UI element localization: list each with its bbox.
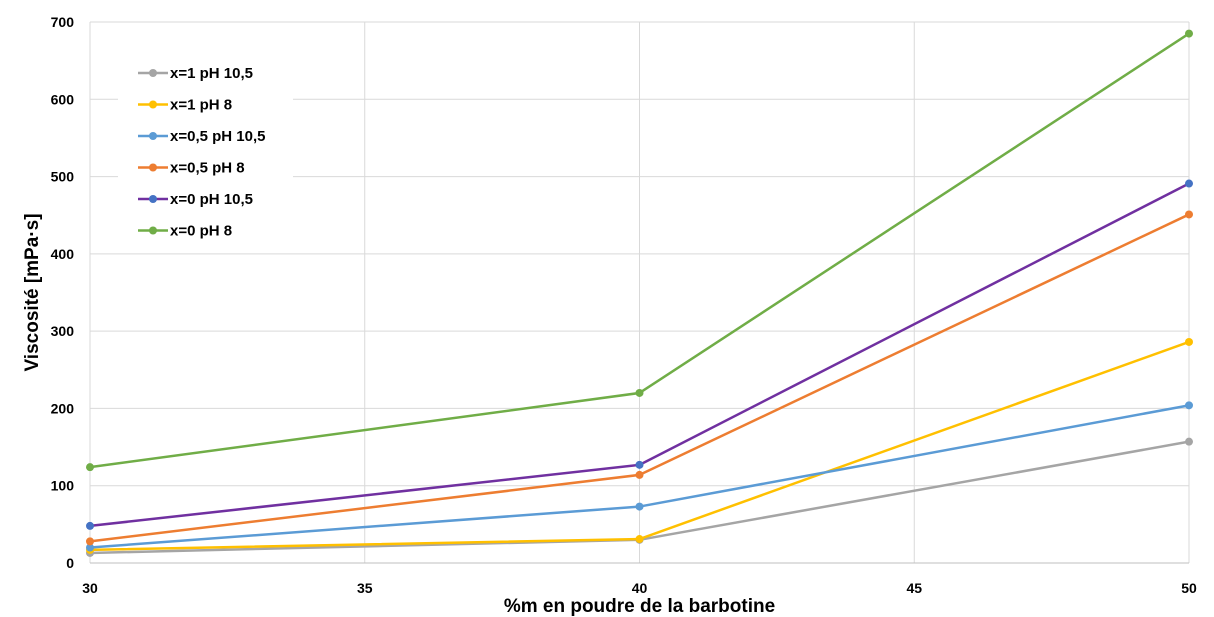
data-point xyxy=(1185,437,1193,446)
series-6 xyxy=(86,29,1193,472)
legend-entry: x=0,5 pH 8 xyxy=(138,160,245,177)
series-3 xyxy=(86,401,1193,552)
x-axis-title: %m en poudre de la barbotine xyxy=(504,596,775,617)
x-tick-label: 45 xyxy=(906,580,922,596)
x-tick-label: 35 xyxy=(357,580,373,596)
data-point xyxy=(1185,179,1193,188)
data-point xyxy=(635,535,644,544)
data-point xyxy=(1185,401,1193,410)
legend-swatch-marker xyxy=(149,69,157,77)
legend-label: x=1 pH 10,5 xyxy=(170,65,253,82)
data-point xyxy=(1185,29,1193,38)
series-4 xyxy=(86,210,1193,546)
legend: x=1 pH 10,5 x=1 pH 8 x=0,5 pH 10,5 x=0,5 pH… xyxy=(118,52,293,244)
x-tick-label: 40 xyxy=(632,580,648,596)
x-tick-labels: 30 35 40 45 50 xyxy=(82,580,1197,596)
data-point xyxy=(635,388,644,397)
y-tick-label: 200 xyxy=(51,400,75,416)
legend-entry: x=0 pH 10,5 xyxy=(138,191,253,208)
legend-label: x=0 pH 10,5 xyxy=(170,191,253,208)
y-tick-label: 700 xyxy=(51,14,75,30)
legend-background xyxy=(118,52,293,244)
data-point xyxy=(86,463,94,472)
y-tick-label: 600 xyxy=(51,91,75,107)
legend-swatch-marker xyxy=(149,132,157,140)
data-point xyxy=(635,460,644,469)
x-tick-label: 30 xyxy=(82,580,98,596)
legend-swatch-marker xyxy=(149,195,157,203)
x-tick-label: 50 xyxy=(1181,580,1197,596)
y-tick-label: 500 xyxy=(51,169,75,185)
legend-swatch-marker xyxy=(149,163,157,172)
y-tick-label: 0 xyxy=(66,555,74,571)
legend-label: x=1 pH 8 xyxy=(170,97,232,114)
data-point xyxy=(1185,210,1193,219)
y-tick-label: 300 xyxy=(51,323,75,339)
data-point xyxy=(86,537,94,546)
legend-entry: x=0 pH 8 xyxy=(138,223,232,240)
legend-label: x=0,5 pH 10,5 xyxy=(170,128,265,145)
data-point xyxy=(86,543,94,552)
legend-label: x=0 pH 8 xyxy=(170,223,232,240)
series-5 xyxy=(86,179,1193,530)
legend-swatch-marker xyxy=(149,226,157,235)
legend-entry: x=1 pH 10,5 xyxy=(138,65,253,82)
data-point xyxy=(1185,337,1193,346)
y-tick-label: 100 xyxy=(51,478,75,494)
series-2 xyxy=(86,337,1193,554)
legend-label: x=0,5 pH 8 xyxy=(170,160,245,177)
series-lines xyxy=(86,29,1193,557)
legend-entry: x=0,5 pH 10,5 xyxy=(138,128,265,145)
data-point xyxy=(635,502,644,511)
y-axis-title: Viscosité [mPa·s] xyxy=(22,213,43,371)
data-point xyxy=(635,470,644,479)
y-tick-label: 400 xyxy=(51,246,75,262)
legend-swatch-marker xyxy=(149,100,157,109)
data-point xyxy=(86,521,94,530)
y-tick-labels: 0 100 200 300 400 500 600 700 xyxy=(51,14,75,571)
legend-entry: x=1 pH 8 xyxy=(138,97,232,114)
